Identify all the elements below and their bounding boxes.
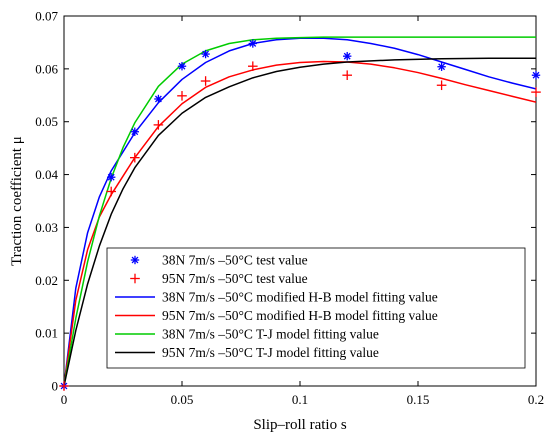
- data-point-series-0: [343, 51, 352, 61]
- data-point-series-0: [437, 62, 446, 71]
- y-tick-label: 0.02: [35, 273, 58, 288]
- data-point-series-0: [130, 127, 139, 136]
- data-point-series-1: [200, 76, 211, 86]
- y-tick-label: 0.04: [35, 167, 58, 182]
- asterisk-stroke: [131, 128, 139, 136]
- legend-label: 38N 7m/s –50°C test value: [162, 253, 308, 268]
- data-point-series-1: [531, 87, 541, 97]
- y-tick-label: 0.07: [35, 9, 58, 24]
- asterisk-stroke: [107, 173, 115, 181]
- data-point-series-1: [248, 61, 258, 72]
- series-line-3: [64, 60, 536, 386]
- asterisk-stroke: [532, 71, 540, 79]
- legend-box: [106, 247, 526, 369]
- data-point-series-1: [106, 186, 116, 197]
- data-point-series-1: [177, 91, 187, 101]
- data-point-series-1: [130, 152, 140, 163]
- asterisk-stroke: [343, 52, 351, 60]
- data-point-series-0: [201, 49, 210, 59]
- legend-label: 38N 7m/s –50°C T-J model fitting value: [162, 327, 379, 342]
- asterisk-stroke: [178, 62, 186, 70]
- y-tick-label: 0.03: [35, 220, 58, 235]
- series-line-2: [64, 37, 536, 386]
- asterisk-stroke: [131, 256, 139, 264]
- x-tick-label: 0.05: [171, 392, 194, 407]
- data-point-series-0: [107, 173, 116, 182]
- x-tick-label: 0.1: [292, 392, 308, 407]
- legend-label: 95N 7m/s –50°C T-J model fitting value: [162, 345, 379, 360]
- y-tick-label: 0.01: [35, 326, 58, 341]
- series-line-5: [64, 57, 536, 386]
- y-tick-label: 0.05: [35, 114, 58, 129]
- data-point-series-0: [154, 94, 163, 104]
- asterisk-stroke: [438, 63, 446, 71]
- data-point-series-0: [177, 62, 187, 71]
- marker-area: [59, 39, 541, 391]
- asterisk-stroke: [154, 95, 162, 103]
- x-tick-label: 0.15: [407, 392, 430, 407]
- asterisk-stroke: [202, 50, 210, 58]
- y-axis-label: Traction coefficient μ: [9, 136, 25, 266]
- data-point-series-1: [59, 381, 69, 391]
- data-point-series-1: [153, 120, 164, 130]
- x-axis-label: Slip–roll ratio s: [253, 417, 346, 433]
- legend-marker: [130, 273, 140, 284]
- data-point-series-0: [531, 71, 541, 80]
- data-point-series-1: [342, 70, 352, 80]
- asterisk-stroke: [249, 40, 257, 47]
- y-tick-label: 0: [52, 379, 59, 394]
- legend-label: 95N 7m/s –50°C test value: [162, 271, 308, 286]
- x-tick-label: 0: [61, 392, 68, 407]
- legend-label: 95N 7m/s –50°C modified H-B model fittin…: [162, 308, 438, 323]
- legend-label: 38N 7m/s –50°C modified H-B model fittin…: [162, 290, 438, 305]
- y-tick-label: 0.06: [35, 61, 58, 76]
- data-point-series-1: [436, 80, 447, 91]
- plot-area: [64, 36, 536, 386]
- legend-marker: [130, 255, 140, 265]
- data-point-series-0: [248, 39, 257, 48]
- x-tick-label: 0.2: [528, 392, 544, 407]
- series-line-4: [64, 36, 536, 386]
